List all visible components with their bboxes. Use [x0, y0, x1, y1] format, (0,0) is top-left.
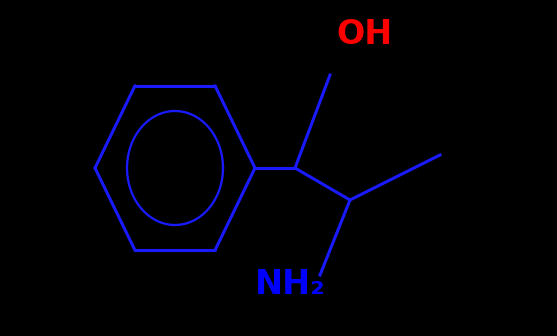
Text: OH: OH [337, 18, 393, 51]
Text: NH₂: NH₂ [255, 268, 325, 301]
